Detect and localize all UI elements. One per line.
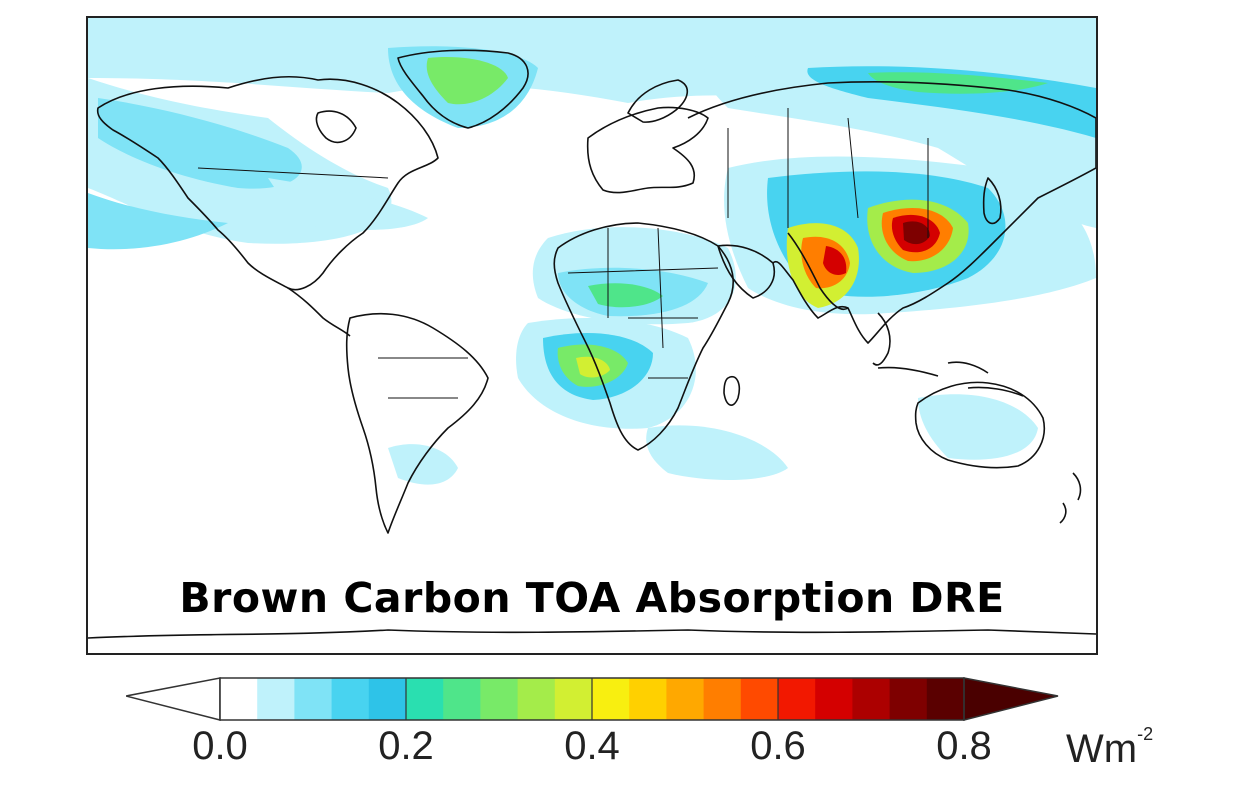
dre-field	[88, 18, 1096, 485]
coast-south-america	[345, 312, 489, 534]
colorbar-tick-label: 0.6	[750, 724, 806, 768]
coast-europe	[586, 106, 709, 194]
coast-japan	[982, 177, 1002, 225]
south-africa-light	[646, 425, 788, 480]
coast-africa	[553, 222, 734, 451]
south-america-light	[388, 444, 458, 485]
australia-light	[918, 394, 1038, 460]
colorbar-tick-label: 0.8	[936, 724, 992, 768]
colorbar-bin	[740, 678, 779, 720]
colorbar-bin	[294, 678, 333, 720]
colorbar-bin	[852, 678, 891, 720]
coast-arabia	[717, 244, 775, 299]
colorbar	[126, 677, 1059, 721]
colorbar-bin	[331, 678, 370, 720]
east-pacific-light	[88, 193, 228, 250]
colorbar-bin	[592, 678, 630, 720]
coast-antarctica	[88, 629, 1096, 639]
coast-scandinavia	[627, 79, 688, 123]
china-darkred	[903, 221, 930, 245]
india-red	[823, 246, 847, 275]
borders-asia	[727, 108, 929, 238]
colorbar-tick-label: 0.0	[192, 724, 248, 768]
colorbar-ticks	[219, 678, 965, 720]
colorbar-bin	[406, 678, 444, 720]
coast-india	[787, 232, 849, 310]
north-america-mid	[98, 98, 302, 189]
colorbar-unit-label: Wm-2	[1066, 724, 1153, 772]
borders-africa	[567, 227, 719, 379]
colorbar-bin	[926, 678, 965, 720]
coast-central-america	[287, 287, 351, 337]
south-atlantic-yellow	[576, 356, 610, 378]
siberia-green	[868, 72, 1048, 94]
colorbar-bin	[703, 678, 742, 720]
colorbar-bin	[554, 678, 593, 720]
coast-indonesia	[877, 361, 1024, 397]
colorbar-tick-label: 0.4	[564, 724, 620, 768]
north-atlantic-light	[268, 178, 428, 230]
colorbar-bin	[368, 678, 407, 720]
coast-indochina	[872, 312, 891, 366]
colorbar-bin	[666, 678, 705, 720]
coastlines	[88, 49, 1096, 639]
map-title: Brown Carbon TOA Absorption DRE	[179, 574, 1005, 622]
coast-asia	[687, 81, 1096, 344]
colorbar-tick-label: 0.2	[378, 724, 434, 768]
borders-americas	[197, 167, 468, 399]
world-map	[88, 18, 1096, 639]
colorbar-extend-high	[963, 677, 1059, 721]
colorbar-bin	[443, 678, 481, 720]
greenland-green	[426, 57, 508, 105]
coast-new-zealand	[1059, 472, 1082, 524]
colorbar-bin	[815, 678, 853, 720]
unit-exponent: -2	[1137, 724, 1154, 744]
colorbar-bin	[257, 678, 295, 720]
map-frame: Brown Carbon TOA Absorption DRE	[86, 16, 1098, 655]
colorbar-extend-low	[126, 677, 221, 721]
colorbar-bin	[480, 678, 519, 720]
colorbar-bin	[220, 678, 258, 720]
coast-greenland	[397, 49, 529, 129]
colorbar-bin	[889, 678, 928, 720]
colorbar-bin	[517, 678, 556, 720]
coast-north-america	[96, 75, 439, 291]
coast-australia	[914, 381, 1045, 469]
coast-madagascar	[723, 376, 741, 406]
unit-base: Wm	[1066, 727, 1138, 771]
coast-hudson-bay	[315, 110, 357, 144]
colorbar-bin	[629, 678, 667, 720]
africa-sahel-green	[588, 283, 663, 308]
colorbar-bin	[778, 678, 816, 720]
colorbar-bins	[220, 678, 965, 720]
